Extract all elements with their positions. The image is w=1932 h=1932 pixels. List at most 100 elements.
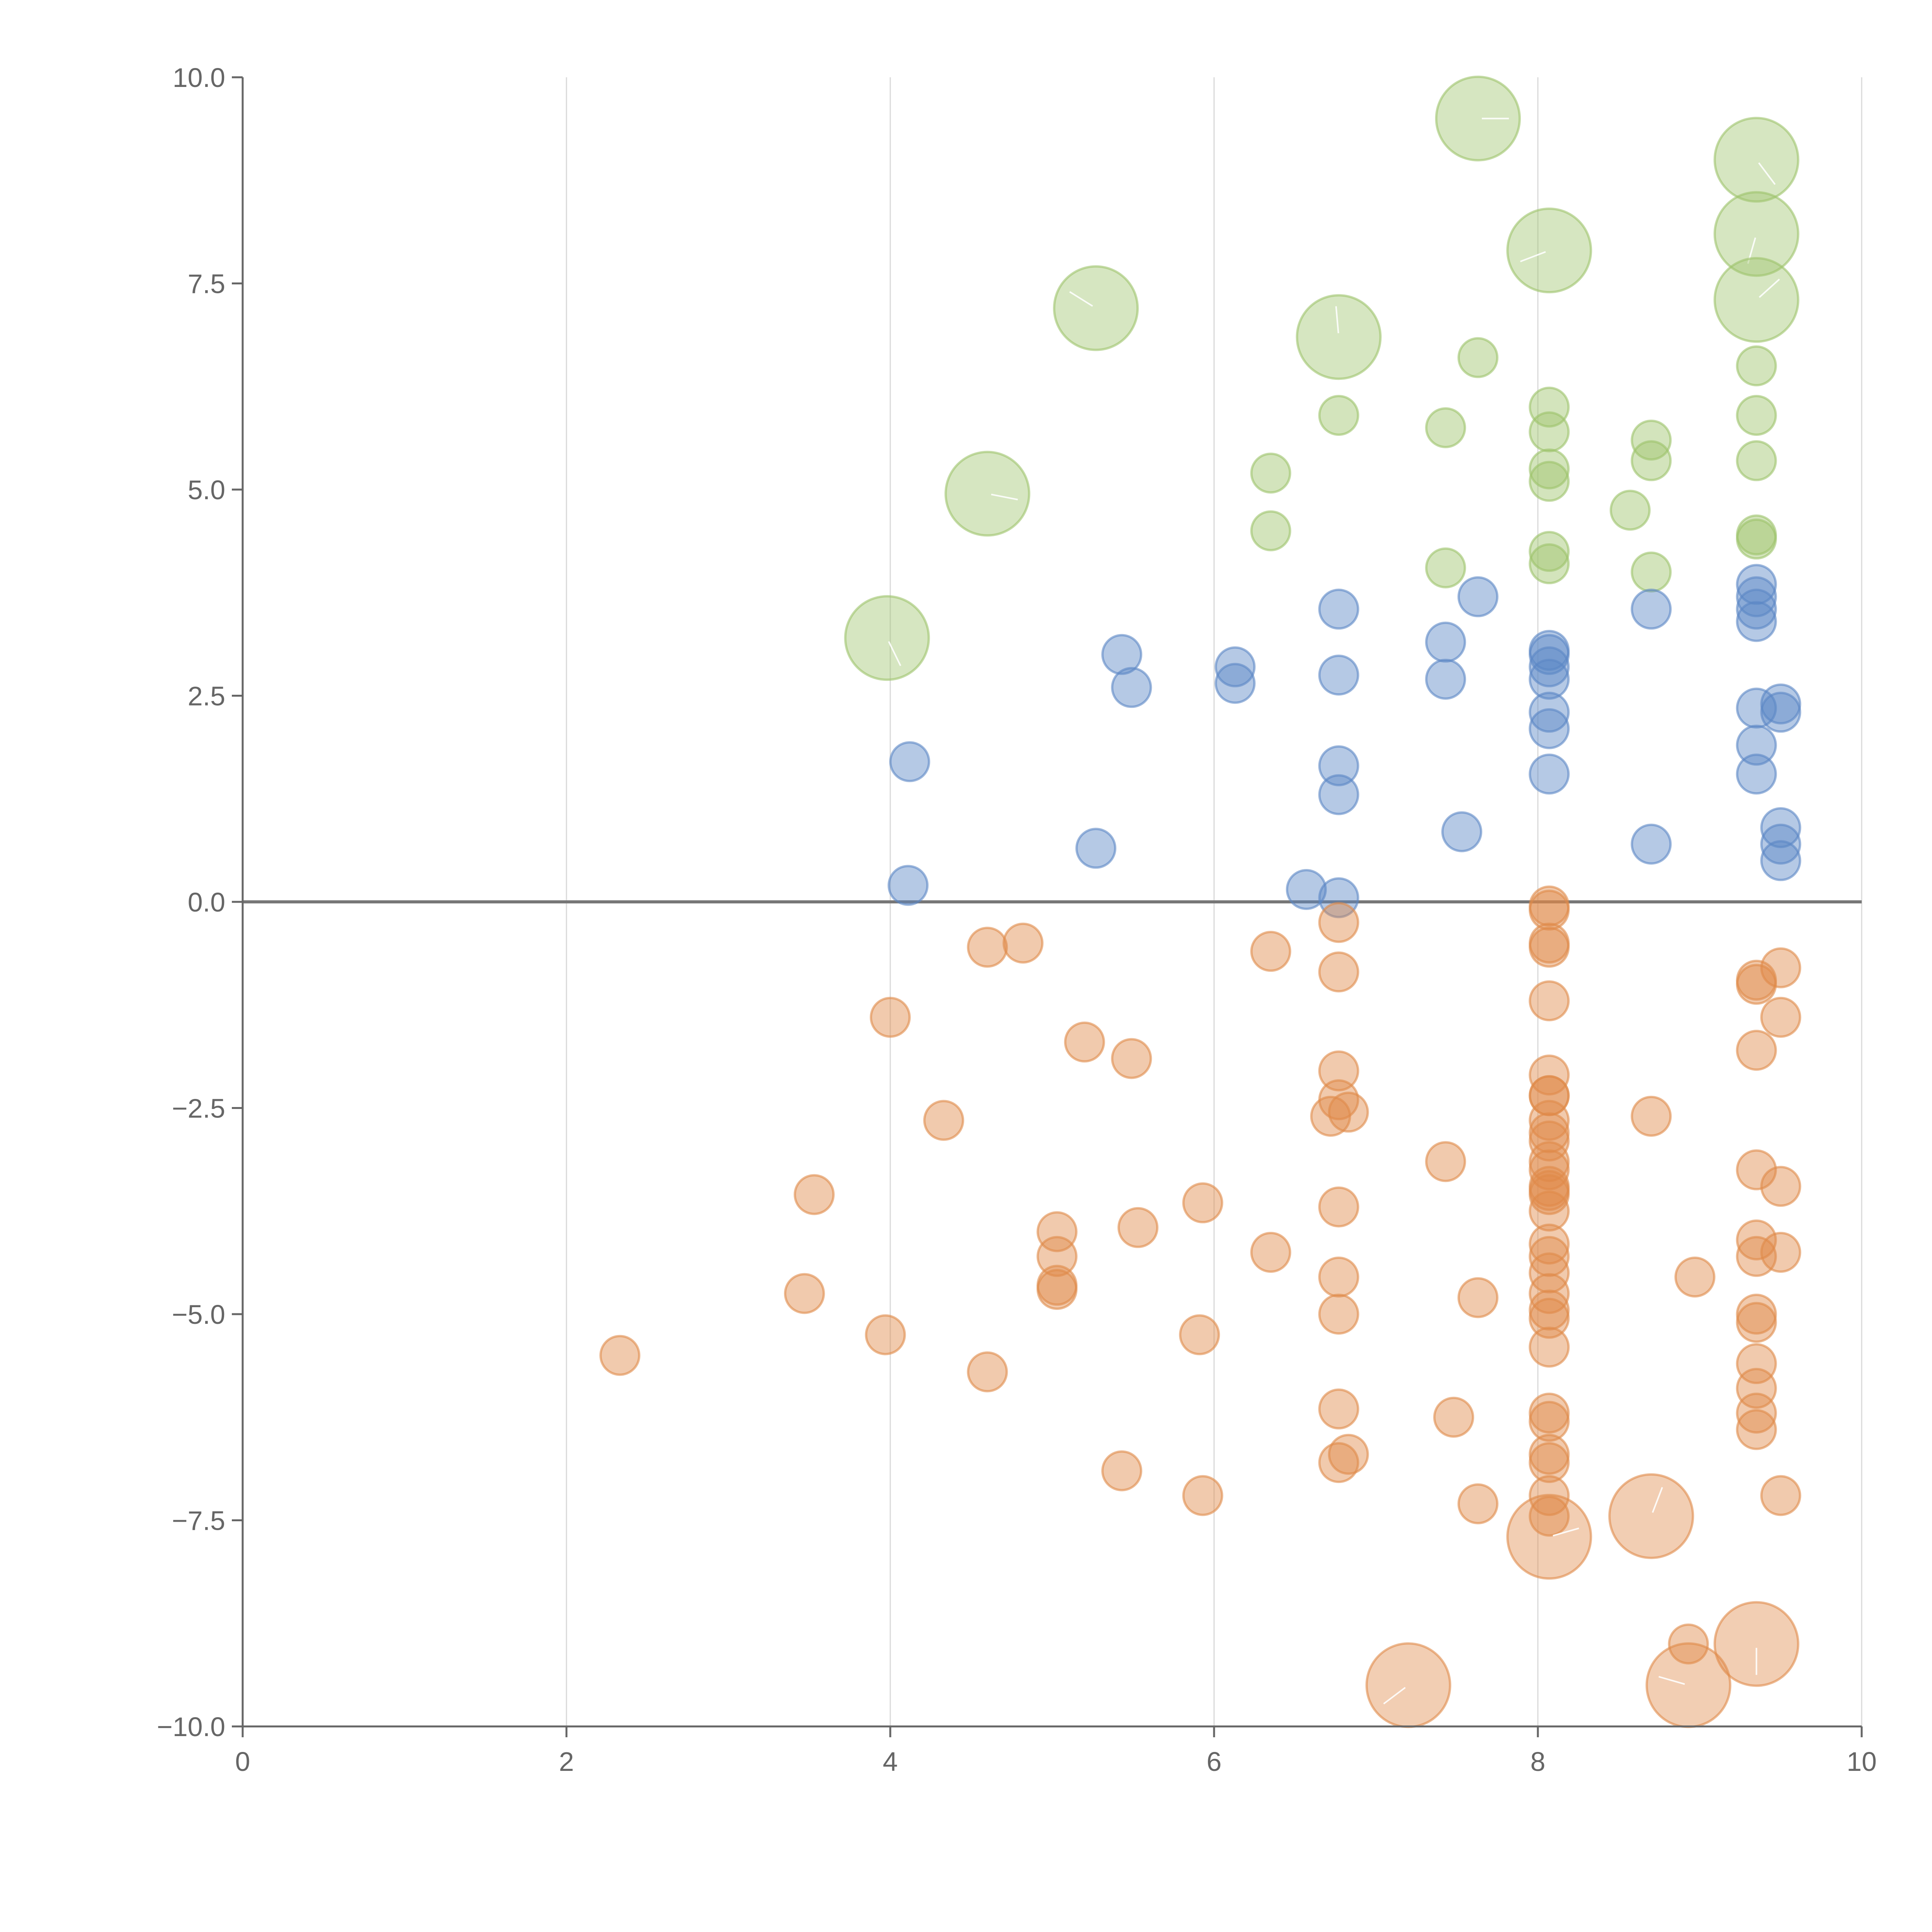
bubble-leader-line — [1759, 279, 1780, 298]
x-tick-label: 2 — [559, 1747, 574, 1777]
orange-bubble — [1318, 1186, 1359, 1228]
y-tick-label: −2.5 — [172, 1094, 225, 1124]
orange-bubble — [599, 1335, 641, 1376]
blue-bubble — [1425, 658, 1466, 700]
orange-bubble — [1457, 1277, 1498, 1318]
green-bubble — [1631, 551, 1672, 593]
blue-bubble — [1441, 811, 1483, 852]
orange-bubble — [1760, 947, 1801, 988]
orange-bubble — [1529, 1298, 1570, 1339]
y-tick-label: −10.0 — [157, 1712, 225, 1742]
green-bubble — [1529, 411, 1570, 452]
orange-bubble — [1529, 1236, 1570, 1277]
green-bubble — [1250, 452, 1291, 494]
orange-bubble — [1101, 1450, 1143, 1492]
blue-bubble — [889, 741, 930, 782]
orange-bubble — [1529, 1273, 1570, 1314]
orange-bubble — [1529, 1174, 1570, 1215]
x-tick-label: 10 — [1847, 1747, 1877, 1777]
green-bubble — [1631, 419, 1672, 461]
blue-bubble — [1529, 708, 1570, 749]
green-bubble — [1529, 531, 1570, 572]
orange-bubble — [1736, 1030, 1777, 1071]
green-bubble — [1736, 345, 1777, 386]
orange-bubble — [1736, 1393, 1777, 1434]
grid-layer — [243, 77, 1862, 1726]
blue-bubble — [1457, 576, 1498, 617]
orange-bubble — [1529, 1442, 1570, 1483]
orange-bubble — [967, 927, 1008, 968]
green-bubble — [1713, 191, 1799, 277]
y-tick-label: 0.0 — [188, 887, 225, 917]
blue-bubble — [1736, 564, 1777, 605]
blue-bubble — [1214, 663, 1256, 704]
blue-bubble — [1101, 634, 1143, 675]
green-bubble — [1736, 519, 1777, 560]
orange-bubble — [1318, 1388, 1359, 1430]
green-bubble — [1435, 75, 1521, 162]
orange-bubble — [784, 1273, 825, 1314]
blue-bubble — [1318, 745, 1359, 786]
x-tick-label: 8 — [1531, 1747, 1546, 1777]
green-bubble — [1713, 257, 1799, 343]
orange-bubble — [1036, 1269, 1078, 1310]
orange-bubble — [1674, 1256, 1716, 1298]
blue-bubble — [1736, 601, 1777, 642]
orange-bubble — [1182, 1182, 1223, 1223]
x-tick-label: 6 — [1207, 1747, 1222, 1777]
blue-bubble — [1318, 588, 1359, 630]
x-tick-label: 0 — [235, 1747, 250, 1777]
orange-bubble — [1529, 1401, 1570, 1442]
orange-bubble — [1365, 1642, 1451, 1728]
orange-bubble — [1457, 1483, 1498, 1524]
blue-bubble — [1111, 667, 1152, 708]
orange-bubble — [1036, 1236, 1078, 1277]
orange-bubble — [1425, 1141, 1466, 1182]
orange-bubble — [1760, 997, 1801, 1038]
green-bubble — [1425, 407, 1466, 448]
blue-bubble — [1760, 823, 1801, 865]
x-tick-label: 4 — [883, 1747, 898, 1777]
green-bubble — [844, 595, 930, 681]
orange-bubble — [1713, 1601, 1799, 1687]
orange-bubble — [1318, 1294, 1359, 1335]
orange-bubble — [870, 997, 911, 1038]
bubble-leader-line — [1520, 251, 1546, 262]
orange-bubble — [1250, 1231, 1291, 1273]
orange-bubble — [1318, 1256, 1359, 1298]
green-bubble — [944, 451, 1031, 537]
green-bubble — [1457, 337, 1498, 378]
y-tick-label: 7.5 — [188, 269, 225, 299]
orange-bubble — [1111, 1038, 1152, 1079]
orange-bubble — [1529, 1252, 1570, 1294]
green-bubble — [1529, 386, 1570, 428]
orange-bubble — [1433, 1396, 1475, 1438]
orange-bubble — [1529, 1223, 1570, 1265]
orange-bubble — [1736, 964, 1777, 1005]
blue-bubble — [1760, 692, 1801, 733]
orange-bubble — [1529, 1075, 1570, 1116]
orange-bubble — [1736, 1343, 1777, 1384]
orange-bubble — [1736, 1219, 1777, 1260]
green-bubble — [1529, 448, 1570, 490]
orange-bubble — [1529, 980, 1570, 1022]
blue-bubble — [1631, 588, 1672, 630]
green-bubble — [1529, 543, 1570, 585]
orange-bubble — [1036, 1211, 1078, 1252]
orange-bubble — [1250, 931, 1291, 972]
orange-bubble — [1328, 1092, 1369, 1133]
orange-bubble — [1529, 1120, 1570, 1162]
orange-bubble — [1736, 1149, 1777, 1190]
blue-bubble — [1736, 724, 1777, 766]
bubble-leader-line — [1553, 1527, 1579, 1537]
orange-bubble — [1760, 1231, 1801, 1273]
bubble-leader-line — [1335, 306, 1339, 333]
green-bubble — [1736, 440, 1777, 481]
orange-bubble — [1529, 1327, 1570, 1368]
orange-bubble — [1117, 1207, 1159, 1248]
axis-layer: 10.0 7.5 5.0 2.5 0.0 −2.5 −5.0 −7.5 −10.0 0 2 4 6 8 10 — [157, 63, 1877, 1777]
orange-bubble — [1506, 1494, 1592, 1580]
green-bubble — [1736, 395, 1777, 436]
